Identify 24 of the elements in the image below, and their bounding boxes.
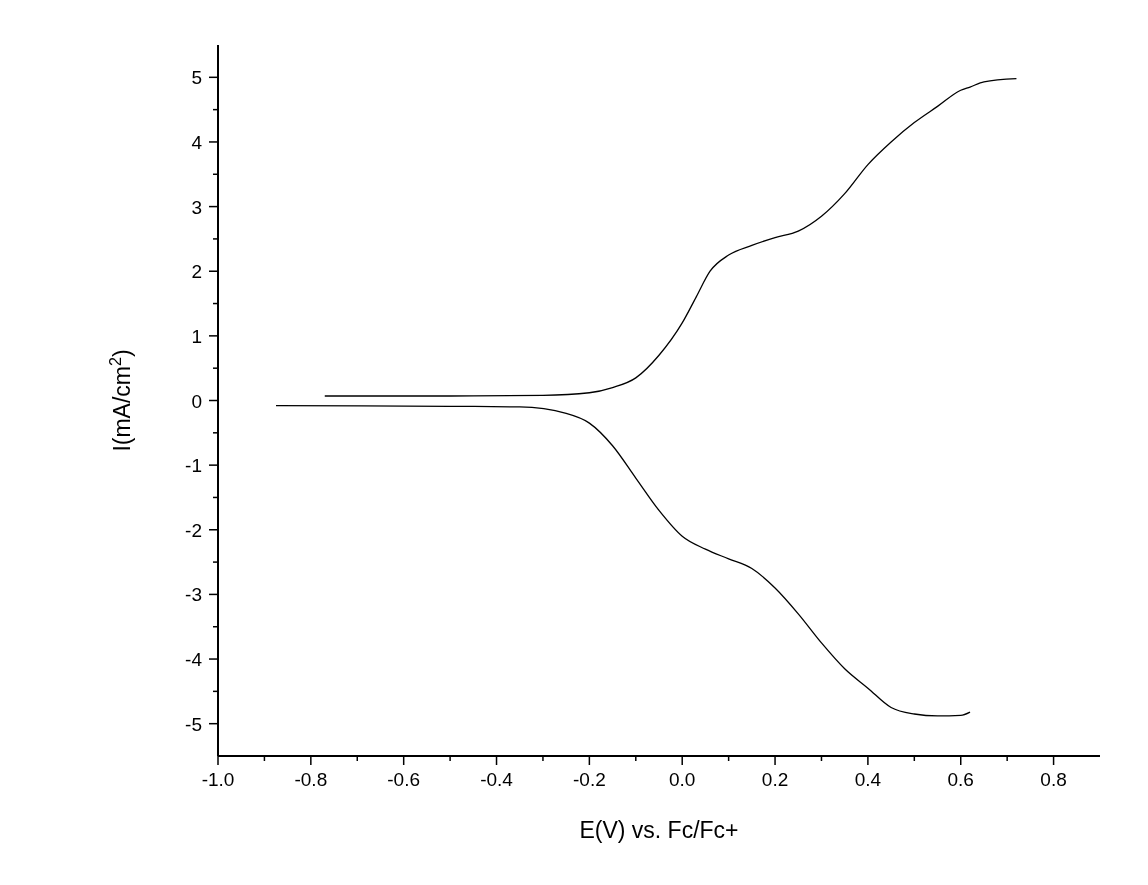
y-tick-label: -4	[185, 649, 203, 671]
y-tick-label: -2	[185, 519, 202, 541]
y-tick-label: 3	[191, 196, 202, 218]
x-tick-label: 0.4	[854, 769, 882, 790]
y-tick-label: 4	[191, 131, 203, 153]
x-tick-label: -0.8	[294, 769, 328, 790]
y-tick-label: -1	[185, 455, 202, 477]
y-tick-label: -5	[185, 713, 202, 735]
x-tick-label: -1.0	[201, 769, 235, 790]
y-tick-label: 5	[191, 67, 202, 89]
line-series	[324, 77, 1018, 397]
y-tick-label: 0	[191, 390, 202, 412]
x-tick-label: 0.6	[947, 769, 974, 790]
x-tick-label: 0.8	[1040, 769, 1067, 790]
x-tick-label: 0.0	[669, 769, 696, 790]
y-tick-label: 1	[191, 325, 202, 347]
y-tick-label: -3	[185, 584, 202, 606]
x-tick-label: 0.2	[761, 769, 789, 790]
x-axis-title: E(V) vs. Fc/Fc+	[579, 817, 739, 843]
y-tick-label: 2	[191, 261, 202, 283]
x-tick-label: -0.2	[572, 769, 606, 790]
x-tick-label: -0.4	[480, 769, 514, 790]
line-series	[275, 405, 971, 717]
x-tick-label: -0.6	[387, 769, 421, 790]
